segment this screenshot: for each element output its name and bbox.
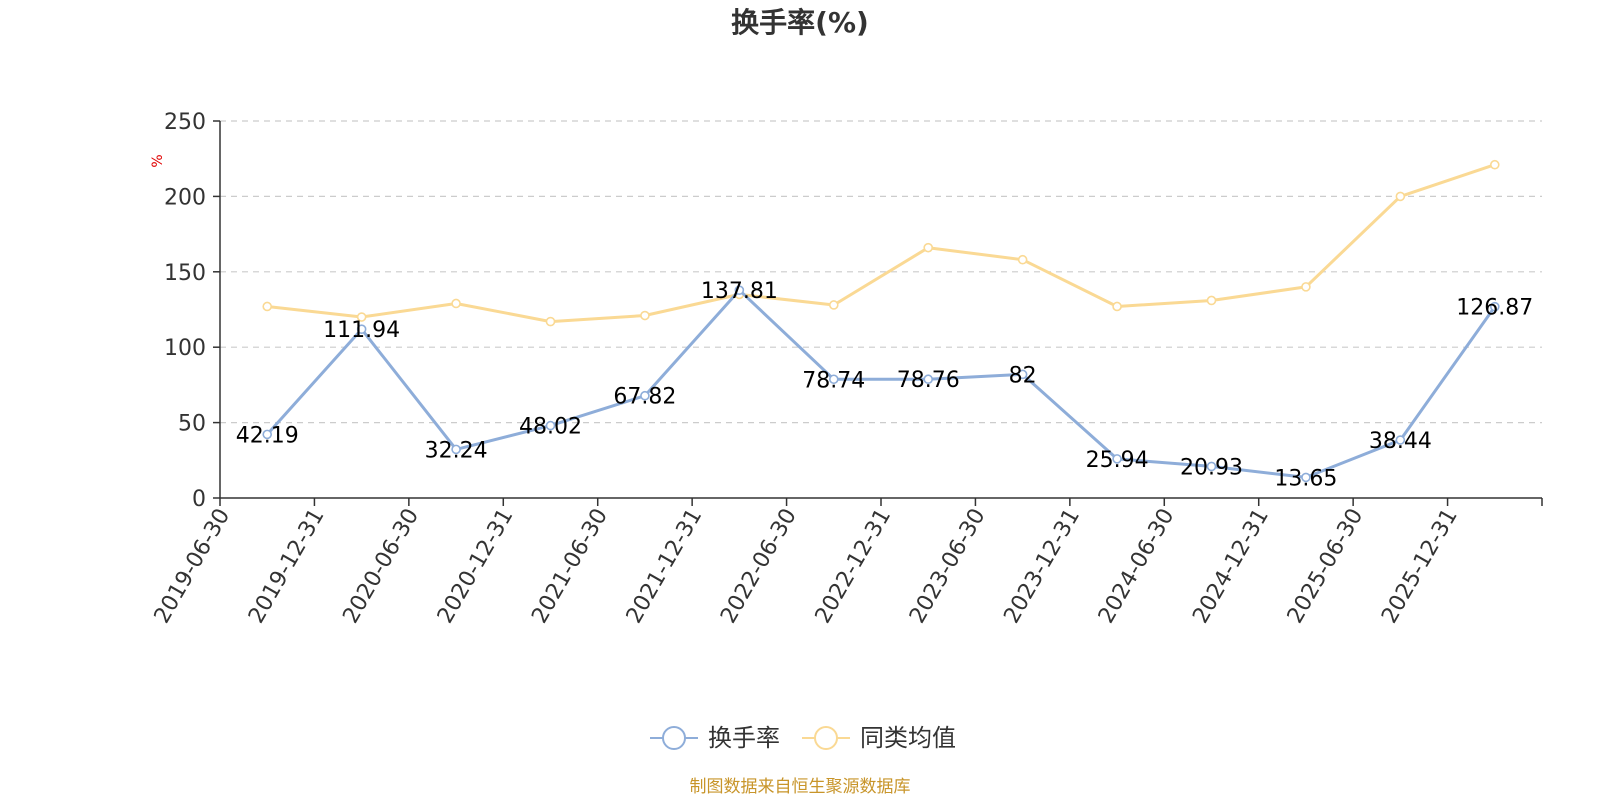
x-tick-label: 2022-06-30 (716, 505, 802, 628)
source-note: 制图数据来自恒生聚源数据库 (690, 777, 911, 797)
data-label-turnover: 13.65 (1274, 466, 1337, 491)
y-tick-label: 150 (164, 261, 206, 286)
y-tick-label: 100 (164, 336, 206, 361)
x-tick-label: 2024-06-30 (1094, 505, 1180, 628)
data-point-peer-average[interactable] (1206, 295, 1217, 306)
data-point-turnover[interactable] (1017, 369, 1028, 380)
data-point-peer-average[interactable] (828, 300, 839, 310)
data-point-turnover[interactable] (356, 324, 367, 334)
x-tick-label: 2020-06-30 (338, 505, 424, 628)
legend-label-peer-average: 同类均值 (860, 724, 956, 752)
data-label-turnover: 25.94 (1086, 448, 1149, 473)
x-tick-label: 2021-06-30 (527, 505, 613, 628)
data-point-peer-average[interactable] (451, 298, 461, 309)
data-point-turnover[interactable] (640, 390, 650, 401)
y-tick-label: 250 (164, 110, 206, 135)
x-tick-label: 2023-06-30 (905, 505, 991, 628)
data-point-turnover[interactable] (1395, 435, 1406, 445)
chart-title: 换手率(%) (731, 6, 869, 39)
y-axis-unit-label: % (150, 154, 166, 167)
circle-line-marker-icon (814, 726, 838, 750)
data-point-turnover[interactable] (545, 420, 556, 431)
x-tick-label: 2019-06-30 (150, 505, 236, 628)
data-point-turnover[interactable] (1112, 454, 1122, 464)
legend[interactable]: 换手率 同类均值 (650, 724, 956, 752)
data-point-peer-average[interactable] (1301, 282, 1311, 292)
data-label-turnover: 137.81 (701, 279, 778, 304)
data-point-turnover[interactable] (923, 374, 934, 385)
data-point-peer-average[interactable] (356, 312, 367, 322)
data-labels: 42.19 111.94 32.24 48.02 67.82 137.81 78.74 78.… (236, 279, 1534, 491)
x-tick-label: 2022-12-31 (811, 505, 897, 628)
data-point-turnover[interactable] (1301, 472, 1311, 483)
data-point-peer-average[interactable] (262, 301, 273, 312)
x-tick-label: 2023-12-31 (999, 505, 1085, 628)
data-point-turnover[interactable] (828, 374, 839, 385)
legend-item-turnover[interactable]: 换手率 (650, 724, 780, 752)
data-point-turnover[interactable] (1206, 461, 1217, 472)
x-tick-label: 2021-12-31 (622, 505, 708, 628)
data-point-turnover[interactable] (734, 285, 745, 295)
y-tick-label: 0 (192, 487, 206, 512)
data-point-turnover[interactable] (262, 429, 273, 440)
data-point-peer-average[interactable] (640, 310, 650, 321)
grid-lines (220, 120, 1542, 424)
circle-line-marker-icon (662, 726, 686, 750)
data-label-turnover: 111.94 (323, 318, 400, 343)
series-lines (262, 159, 1500, 483)
x-tick-label: 2019-12-31 (244, 505, 330, 628)
legend-label-turnover: 换手率 (708, 724, 780, 752)
legend-item-peer-average[interactable]: 同类均值 (802, 724, 956, 752)
x-tick-label: 2024-12-31 (1188, 505, 1274, 628)
data-label-turnover: 67.82 (613, 385, 676, 410)
data-label-turnover: 32.24 (425, 438, 488, 463)
data-point-peer-average[interactable] (1489, 159, 1500, 170)
x-tick-label: 2025-06-30 (1283, 505, 1369, 628)
data-point-turnover[interactable] (1489, 301, 1500, 312)
data-point-turnover[interactable] (451, 444, 461, 455)
data-point-peer-average[interactable] (1395, 191, 1406, 202)
data-point-peer-average[interactable] (545, 316, 556, 327)
data-label-turnover: 78.74 (802, 368, 865, 393)
data-label-turnover: 20.93 (1180, 455, 1243, 480)
data-point-peer-average[interactable] (923, 242, 934, 253)
data-label-turnover: 126.87 (1456, 296, 1533, 321)
data-label-turnover: 78.76 (897, 368, 960, 393)
y-tick-label: 200 (164, 185, 206, 210)
data-label-turnover: 38.44 (1369, 429, 1432, 454)
data-point-peer-average[interactable] (1017, 254, 1028, 265)
series-line-peer-average (267, 163, 1496, 324)
y-tick-label: 50 (178, 412, 206, 437)
data-label-turnover: 48.02 (519, 415, 582, 440)
x-tick-label: 2020-12-31 (433, 505, 519, 628)
data-label-turnover: 42.19 (236, 423, 299, 448)
data-point-peer-average[interactable] (1112, 301, 1122, 312)
series-line-turnover (266, 288, 1497, 479)
x-tick-label: 2025-12-31 (1377, 505, 1463, 628)
data-label-turnover: 82 (1009, 363, 1037, 388)
